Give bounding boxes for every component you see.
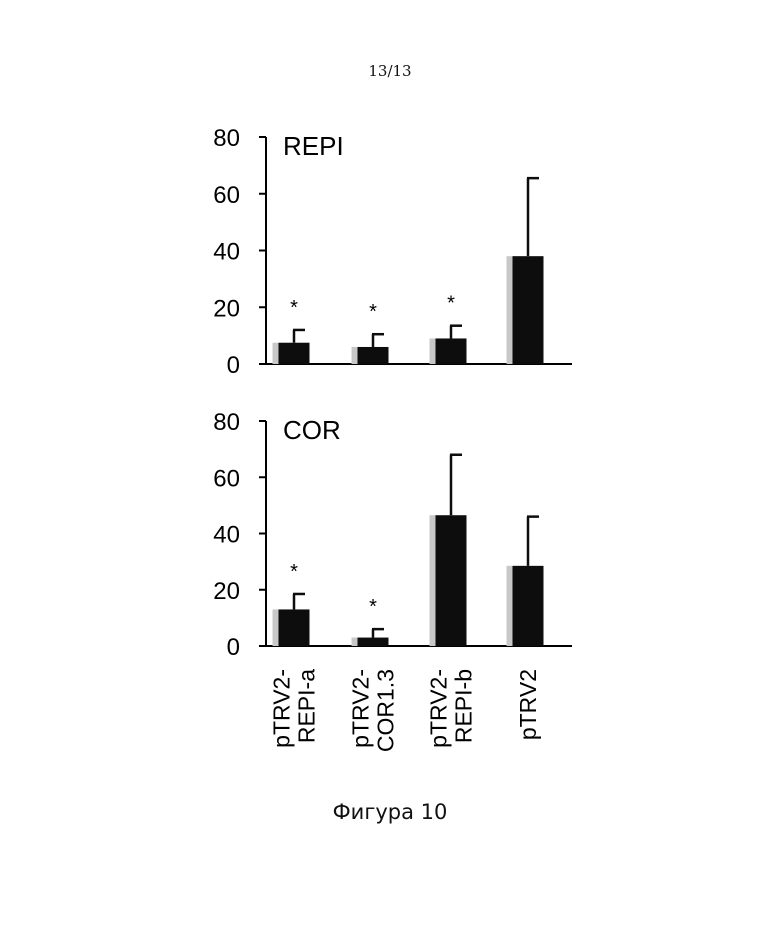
y-tick-label: 80	[213, 409, 240, 436]
bar-shadow	[352, 638, 358, 646]
bar	[513, 256, 544, 364]
category-label: pTRV2-	[348, 669, 374, 748]
bar-shadow	[352, 347, 358, 364]
bar-shadow	[507, 566, 513, 646]
bar	[279, 343, 310, 364]
category-label: pTRV2-	[269, 669, 295, 748]
significance-star: *	[290, 561, 298, 583]
y-tick-label: 20	[213, 295, 240, 322]
bar	[436, 338, 467, 364]
y-tick-label: 40	[213, 239, 240, 266]
bar-shadow	[430, 515, 436, 646]
category-label: pTRV2-	[426, 669, 452, 748]
bar	[279, 609, 310, 646]
category-label: pTRV2	[515, 669, 541, 740]
category-labels: pTRV2-REPI-apTRV2-COR1.3pTRV2-REPI-bpTRV…	[269, 669, 542, 752]
significance-star: *	[290, 297, 298, 319]
bar	[436, 515, 467, 646]
y-tick-label: 20	[213, 578, 240, 605]
significance-star: *	[369, 596, 377, 618]
bar	[513, 566, 544, 646]
y-tick-label: 60	[213, 182, 240, 209]
bar-shadow	[273, 609, 279, 646]
bar-shadow	[507, 256, 513, 364]
y-tick-label: 40	[213, 522, 240, 549]
bar	[358, 347, 389, 364]
y-tick-label: 80	[213, 125, 240, 152]
category-label: REPI-b	[451, 669, 477, 743]
bar	[358, 638, 389, 646]
category-label: COR1.3	[373, 669, 399, 752]
y-tick-label: 0	[227, 634, 240, 661]
figure-caption: Фигура 10	[0, 800, 780, 824]
panel-title: COR	[283, 415, 341, 445]
y-tick-label: 60	[213, 465, 240, 492]
chart-panel-cor: 0 20 40 60 80 COR * *	[213, 409, 572, 661]
bar-shadow	[430, 338, 436, 364]
panel-title: REPI	[283, 131, 344, 161]
significance-star: *	[369, 301, 377, 323]
significance-star: *	[447, 293, 455, 315]
category-label: REPI-a	[294, 669, 320, 743]
y-tick-label: 0	[227, 352, 240, 379]
chart-panel-repi: 0 20 40 60 80 REPI * * *	[213, 125, 572, 379]
bar-shadow	[273, 343, 279, 364]
